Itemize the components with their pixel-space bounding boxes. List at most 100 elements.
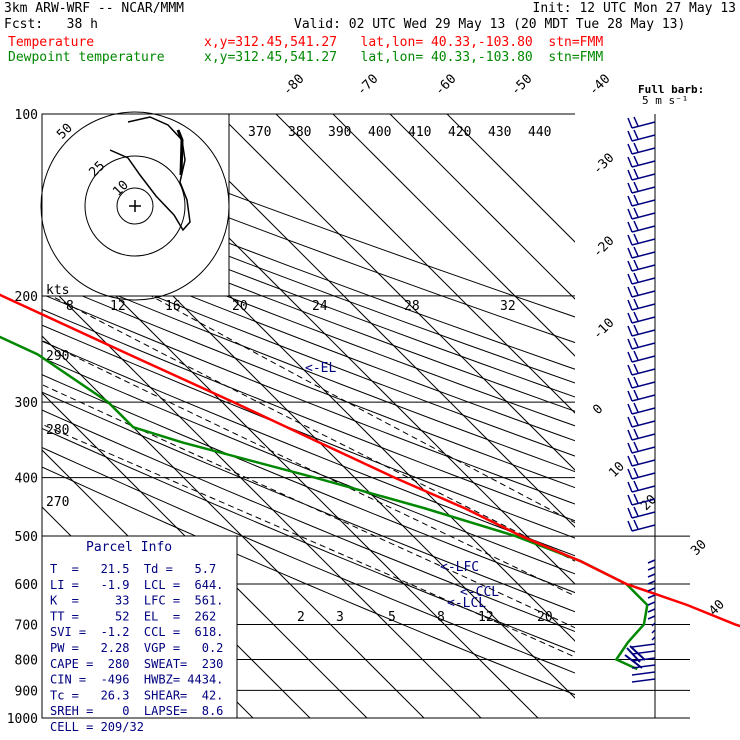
dry-adiabat: [42, 427, 575, 653]
wind-barb: [627, 298, 656, 311]
wind-barb: [627, 220, 656, 233]
theta-e-label-430: 430: [488, 125, 511, 140]
temp-tick-30: 30: [688, 537, 710, 559]
wind-barb: [627, 350, 656, 363]
temp-tick-0: 0: [590, 402, 606, 418]
dry-adiabat: [42, 195, 575, 398]
forecast-hour: Fcst: 38 h: [4, 17, 98, 32]
wind-barb: [627, 493, 656, 506]
dry-adiabat: [42, 409, 575, 633]
theta-e-label-420: 420: [448, 125, 471, 140]
theta-e-label-390: 390: [328, 125, 351, 140]
pressure-label-800: 800: [15, 653, 38, 668]
pressure-label-500: 500: [15, 530, 38, 545]
temp-tick--50: -50: [508, 72, 535, 99]
wind-barb: [624, 645, 646, 669]
parcel-info-row: SREH = 0 LAPSE= 8.6: [50, 704, 223, 718]
wind-barb: [647, 573, 656, 578]
dry-adiabat: [42, 264, 575, 473]
theta-labels: 290 280 270: [46, 349, 69, 510]
hodograph-trace: [109, 116, 191, 232]
wind-barb: [647, 580, 656, 585]
wind-barb: [647, 615, 656, 620]
upper-mix-label-24: 24: [312, 299, 328, 314]
isotherm: [161, 114, 575, 528]
wind-barb: [647, 559, 656, 564]
wind-barbs: [624, 116, 656, 683]
wind-barb: [627, 324, 656, 337]
init-time: Init: 12 UTC Mon 27 May 13: [532, 1, 737, 16]
mix-label-12: 12: [478, 610, 494, 625]
wind-barb: [631, 671, 656, 676]
temp-tick--80: -80: [280, 72, 307, 99]
el-annotation: <-EL: [305, 361, 336, 376]
parcel-info-row: T = 21.5 Td = 5.7: [50, 562, 216, 576]
wind-barb: [647, 608, 656, 613]
wind-barb: [627, 402, 656, 415]
barb-legend-line1: Full barb:: [638, 83, 704, 96]
pressure-label-100: 100: [15, 108, 38, 123]
wind-barb: [631, 664, 656, 669]
pressure-label-400: 400: [15, 472, 38, 487]
wind-barb: [627, 246, 656, 259]
isotherm: [446, 114, 575, 243]
temp-tick--40: -40: [586, 72, 613, 99]
pressure-label-200: 200: [15, 290, 38, 305]
hodo-ring-10: [116, 187, 154, 225]
wind-barb: [627, 207, 656, 220]
wind-barb: [627, 337, 656, 350]
wind-barb: [627, 376, 656, 389]
dry-adiabat: [42, 293, 575, 505]
isotherm: [332, 114, 575, 357]
mix-label-8: 8: [437, 610, 445, 625]
theta-e-label-400: 400: [368, 125, 391, 140]
parcel-info-row: CELL = 209/32: [50, 720, 144, 734]
valid-time: Valid: 02 UTC Wed 29 May 13 (20 MDT Tue …: [294, 17, 686, 32]
temp-tick-40: 40: [706, 597, 728, 619]
upper-mix-label-20: 20: [232, 299, 248, 314]
mix-label-2: 2: [297, 610, 305, 625]
dry-adiabat: [42, 374, 575, 594]
pressure-label-600: 600: [15, 578, 38, 593]
wind-barb: [651, 636, 656, 641]
wind-barb: [647, 587, 656, 592]
wind-barb: [627, 142, 656, 155]
wind-barb: [627, 168, 656, 181]
dry-adiabat: [42, 391, 575, 613]
parcel-info-row: SVI = -1.2 CCL = 618.: [50, 625, 223, 639]
dry-adiabat: [42, 466, 575, 696]
dry-adiabat: [42, 446, 575, 674]
dewpoint-location: x,y=312.45,541.27 lat,lon= 40.33,-103.80…: [204, 50, 604, 65]
mix-label-3: 3: [336, 610, 344, 625]
mixing-ratio-labels: 2 3 5 8 12 20: [297, 610, 553, 625]
parcel-info-row: K = 33 LFC = 561.: [50, 594, 223, 608]
barb-legend-line2: 5 m s⁻¹: [642, 94, 688, 107]
parcel-info-title: Parcel Info: [86, 540, 172, 555]
temperature-profile-line: [0, 293, 740, 628]
wind-barb: [647, 566, 656, 571]
theta-label-290: 290: [46, 349, 69, 364]
isotherm: [42, 392, 368, 718]
hodo-ring-50: [40, 111, 230, 301]
dry-adiabat: [42, 169, 575, 370]
isotherm: [218, 114, 575, 471]
theta-e-label-440: 440: [528, 125, 551, 140]
moist-adiabat: [150, 295, 575, 524]
ccl-annotation: <-CCL: [460, 585, 499, 600]
theta-e-label-380: 380: [288, 125, 311, 140]
dry-adiabat: [42, 235, 575, 442]
wind-barb: [631, 678, 656, 683]
parcel-info-row: LI = -1.9 LCL = 644.: [50, 578, 223, 592]
upper-mix-label-32: 32: [500, 299, 516, 314]
hodo-ring-25: [84, 155, 186, 257]
theta-label-280: 280: [46, 423, 69, 438]
wind-barb: [627, 389, 656, 402]
parcel-info-row: PW = 2.28 VGP = 0.2: [50, 641, 223, 655]
wind-barb: [627, 181, 656, 194]
hodograph: 50 25 10 kts: [40, 111, 230, 301]
wind-barb: [627, 519, 656, 532]
wind-barb: [631, 650, 656, 655]
wind-barb: [627, 454, 656, 467]
dry-adiabat: [42, 182, 575, 384]
